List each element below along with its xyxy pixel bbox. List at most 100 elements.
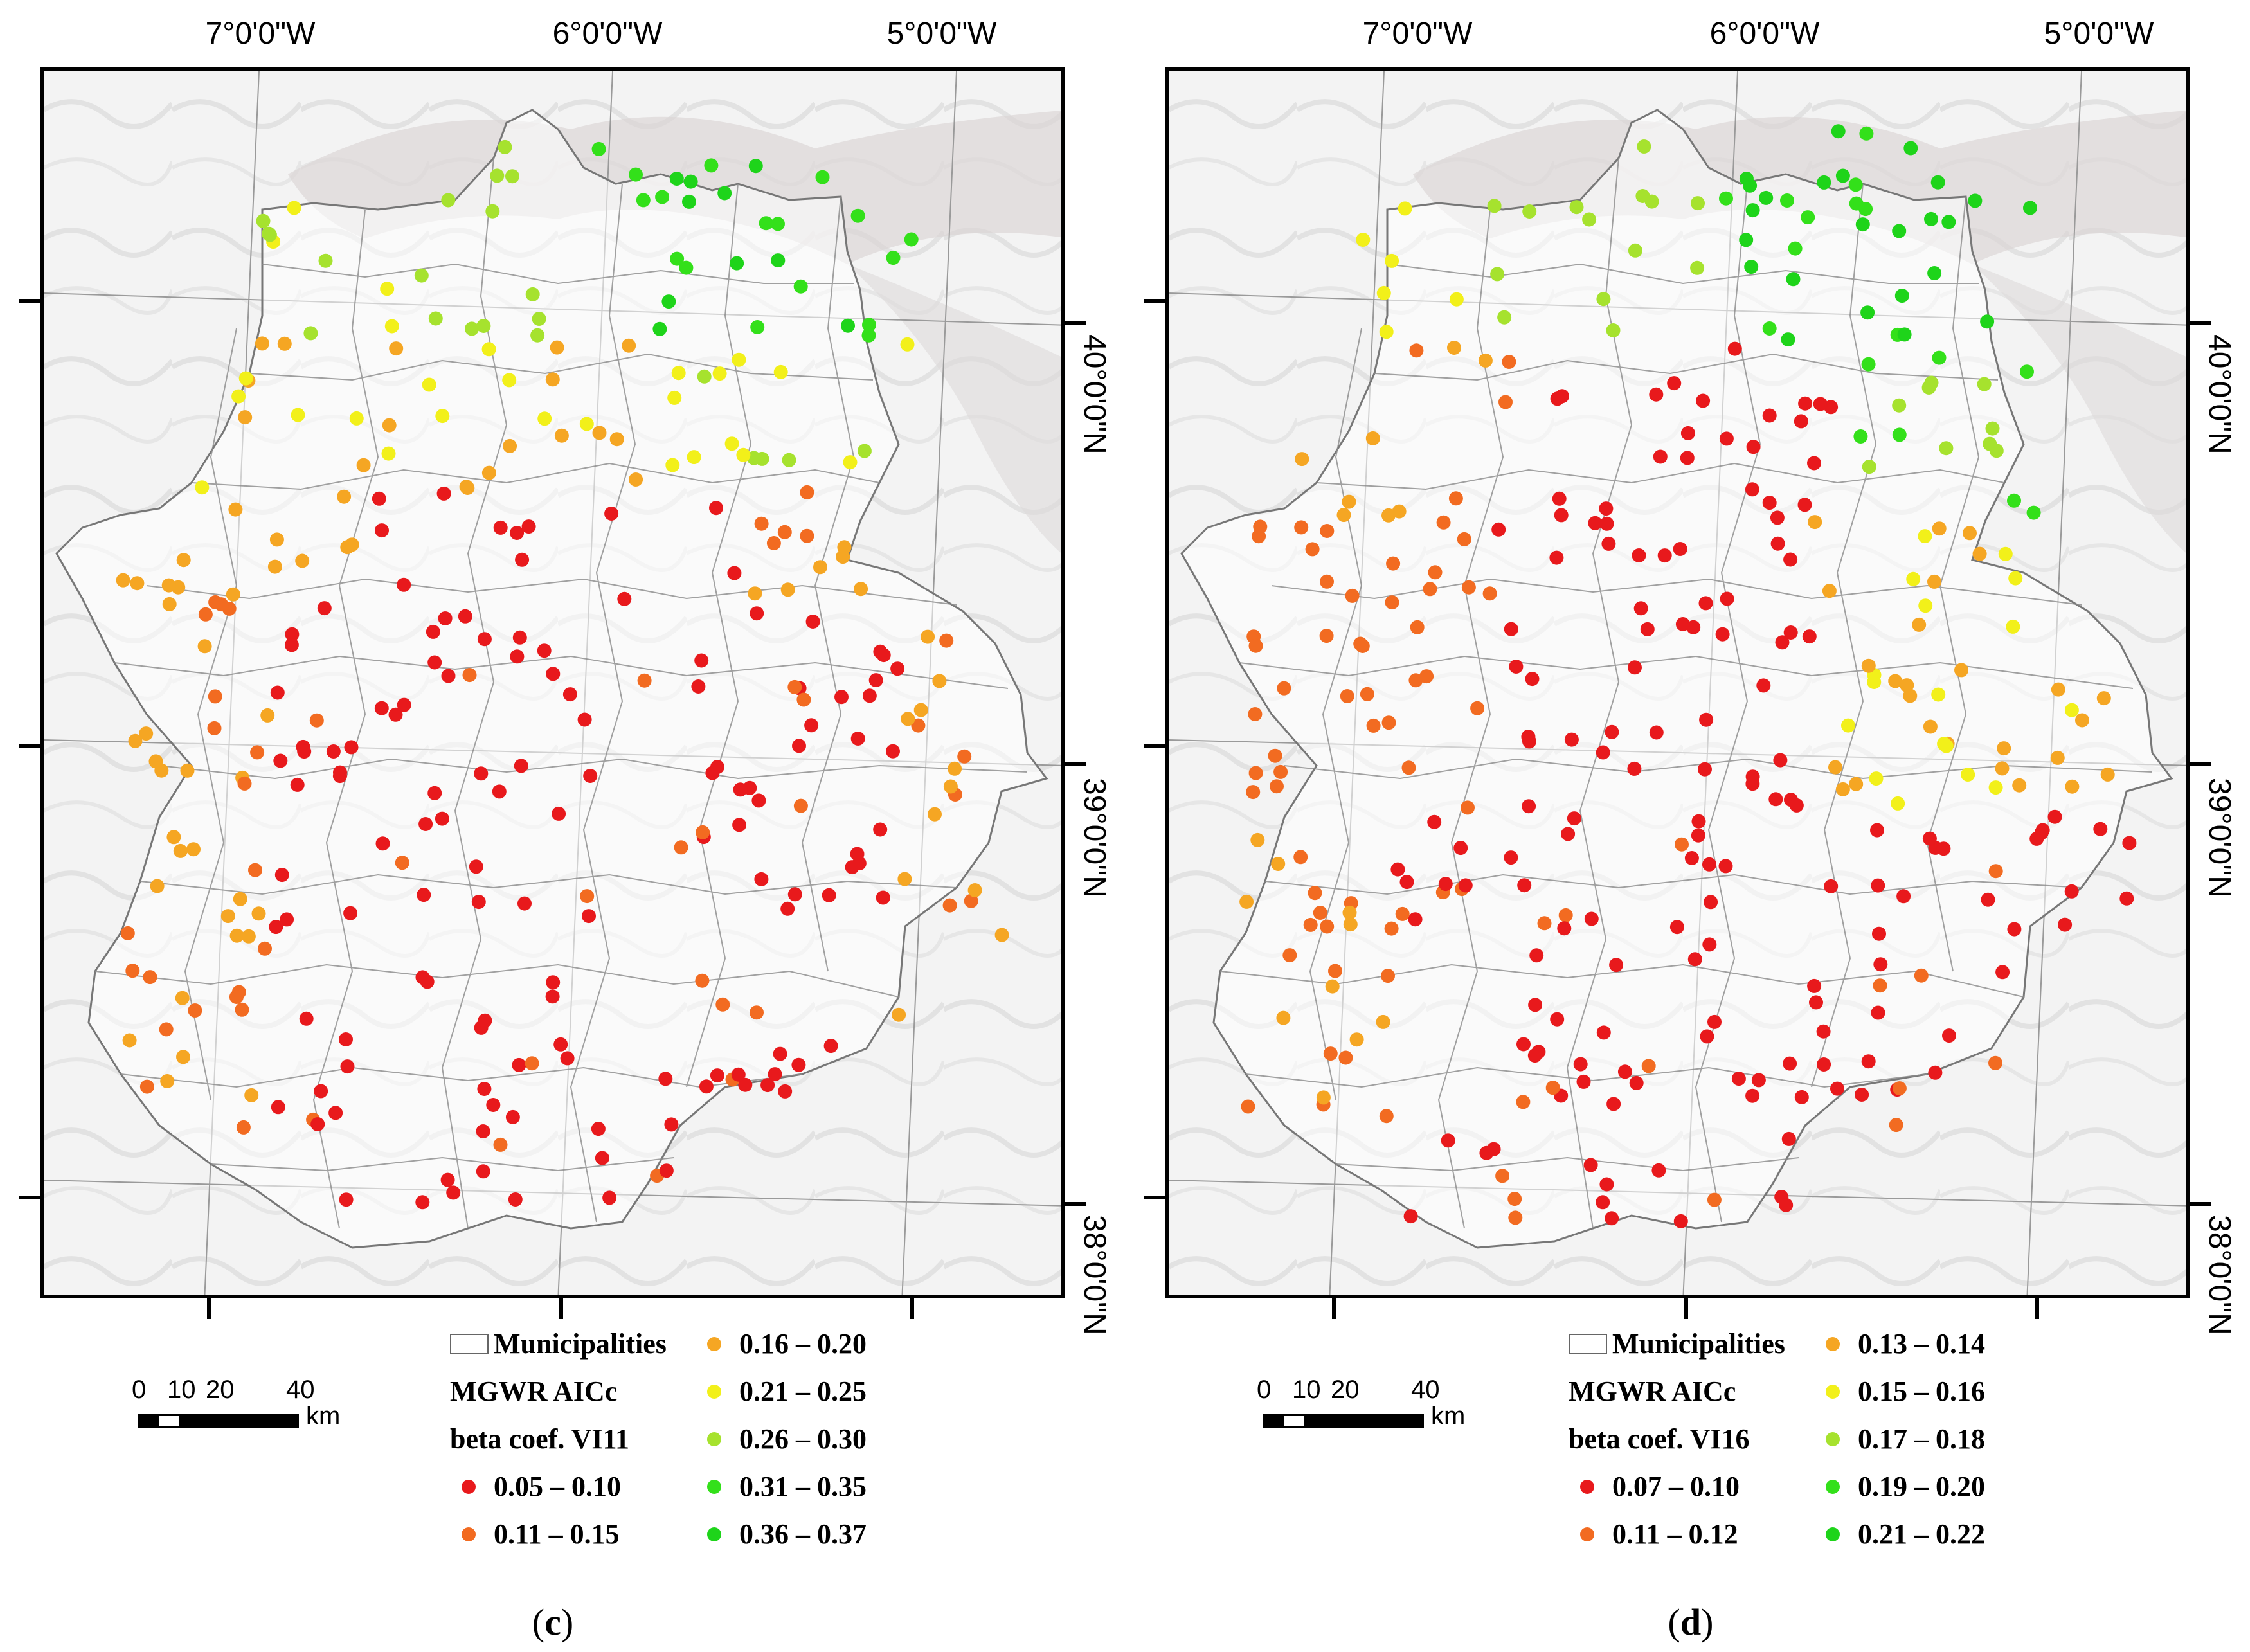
sample-point [1859,126,1874,141]
legend-title-2: beta coef. VI16 [1569,1423,1750,1455]
sample-point [1861,658,1876,673]
sample-point [1997,741,2012,756]
sample-point [750,320,765,334]
sample-point [260,708,275,723]
sample-point [1295,452,1310,467]
sample-point [356,458,371,472]
sample-point [876,890,890,905]
sample-point [815,170,830,184]
sample-point [532,312,546,326]
sample-point [1596,1195,1610,1210]
sample-point [166,830,181,845]
sample-point [766,536,781,550]
sample-point [505,169,519,184]
sample-point [1582,212,1597,227]
sample-point [505,1109,520,1124]
sample-point [754,872,769,886]
sample-point [1906,571,1921,586]
legend-title-2: beta coef. VI11 [450,1423,630,1455]
sample-point [797,692,811,707]
lat-tick [2190,1202,2211,1206]
sample-point [1320,574,1334,589]
sample-point [682,194,696,209]
sample-point [285,627,300,642]
lon-label-6w: 6°0'0"W [552,17,663,51]
sample-point [1653,449,1668,464]
sample-point [1684,851,1699,865]
sample-point [717,186,732,201]
sample-point [233,892,248,906]
sample-point [1516,1095,1531,1109]
caption-letter: d [1680,1601,1702,1643]
sample-point [140,1079,154,1094]
sample-point [560,1051,575,1066]
scale-bar: 0 10 20 40 km [132,1376,340,1430]
sample-point [537,643,552,658]
sample-point [1320,524,1335,538]
map-frame[interactable] [40,67,1065,1298]
sample-point [2120,891,2134,906]
sample-point [1918,598,1933,613]
sample-point [1410,620,1425,634]
sample-point [1835,782,1850,796]
sample-point [694,653,709,668]
sample-point [1702,857,1716,872]
sample-point [208,689,222,704]
sample-point [514,759,528,773]
sample-point [1801,210,1815,225]
sample-point [1403,1209,1418,1224]
lon-tick [1684,1298,1688,1319]
sample-point [679,260,694,275]
sample-point [384,319,399,334]
sample-point [1830,1081,1844,1096]
lat-tick [19,744,40,748]
sample-point [1409,343,1424,358]
sample-point [314,1084,328,1099]
sample-point [1516,1037,1531,1052]
sample-point [552,806,566,821]
sample-point [873,822,888,837]
sample-point [256,213,271,228]
sample-point [754,516,769,531]
lon-label-6w: 6°0'0"W [1709,17,1820,51]
sample-point [957,749,972,764]
sample-point [440,1172,455,1187]
lon-tick [559,1298,563,1319]
sample-point [273,753,288,768]
sample-point [710,1068,724,1083]
sample-point [822,888,836,902]
sample-point [1914,968,1929,983]
sample-point [1353,636,1368,651]
sample-point [1745,769,1760,784]
sample-point [1457,532,1472,546]
sample-point [1561,827,1576,841]
sample-point [143,970,158,985]
sample-point [804,718,819,733]
sample-point [148,754,163,769]
sample-point [850,847,865,861]
sample-point [1248,766,1263,780]
sample-point [1783,1056,1797,1071]
sample-point [1521,730,1536,744]
sample-point [1873,957,1888,972]
sample-point [159,1022,174,1037]
map-frame[interactable] [1165,67,2190,1298]
sample-point [274,868,289,883]
sample-point [778,1084,793,1099]
sample-point [375,836,390,851]
sample-point [1504,622,1518,636]
sample-point [1385,595,1400,610]
sample-point [901,712,915,726]
sample-point [1527,1048,1542,1063]
sample-point [1871,1005,1886,1020]
sample-point [546,975,561,990]
legend-dot [462,1527,476,1541]
scale-tick-10: 10 [167,1376,196,1404]
sample-point [1872,926,1886,941]
lon-label-5w: 5°0'0"W [2044,17,2154,51]
lat-label-39n: 39°0'0"N [2202,778,2236,898]
sample-point [768,1067,782,1082]
sample-point [1794,414,1808,429]
sample-point [380,282,395,296]
sample-point [422,377,437,392]
